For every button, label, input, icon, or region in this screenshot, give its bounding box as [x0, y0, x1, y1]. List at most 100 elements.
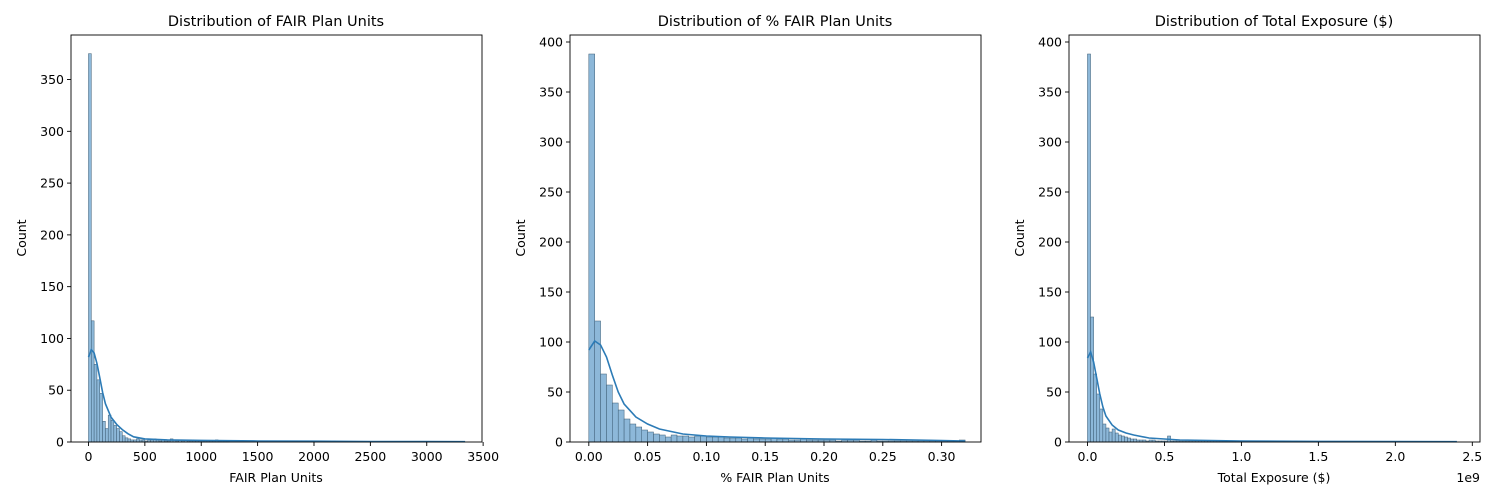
histogram-bar — [1130, 438, 1134, 443]
kde-line — [87, 348, 466, 443]
y-tick-label: 150 — [1038, 285, 1062, 300]
histogram-bar — [1114, 432, 1119, 443]
x-tick-label: 0.00 — [575, 449, 603, 464]
panel-pct-fair-plan-units: Distribution of % FAIR Plan Units % FAIR… — [513, 14, 982, 485]
y-tick-label: 250 — [40, 176, 64, 191]
histogram-bar — [676, 435, 684, 443]
x-tick-label: 0.0 — [1078, 449, 1098, 464]
axes-frame — [1068, 34, 1481, 443]
histogram-bar — [1102, 423, 1107, 443]
histogram-bar — [623, 418, 631, 443]
panel-total-exposure: Distribution of Total Exposure ($) Total… — [1012, 14, 1482, 485]
histogram-bar — [688, 436, 695, 443]
histogram-bar — [753, 438, 760, 443]
y-tick-label: 200 — [539, 235, 563, 250]
x-tick-label: 3500 — [467, 449, 499, 464]
histogram-bar — [717, 436, 725, 443]
histogram-bar — [641, 429, 648, 443]
x-tick-label: 500 — [133, 449, 157, 464]
x-tick-label: 0.25 — [869, 449, 897, 464]
y-tick-label: 100 — [539, 335, 563, 350]
histogram-bar — [653, 433, 660, 443]
histogram-bar — [1087, 53, 1091, 443]
histogram-bar — [617, 409, 625, 443]
plot-area: 0 500 1000 1500 2000 2500 3000 3500 0 50 100 150 200… — [40, 34, 499, 464]
histogram-bar — [122, 435, 126, 443]
chart-title: Distribution of FAIR Plan Units — [168, 14, 384, 30]
histogram-bar — [124, 437, 129, 443]
chart-title: Distribution of % FAIR Plan Units — [658, 14, 893, 30]
x-tick-label: 2.5 — [1462, 449, 1482, 464]
histogram-bar — [1099, 408, 1104, 443]
histogram-bar — [110, 420, 115, 443]
histogram-bar — [119, 431, 123, 443]
x-tick-label: 1.5 — [1308, 449, 1328, 464]
histogram-bar — [1111, 428, 1116, 443]
y-axis-label: Count — [14, 219, 29, 256]
histogram-bar — [99, 393, 103, 443]
y-axis-label: Count — [513, 219, 528, 256]
y-tick-label: 0 — [56, 435, 64, 450]
y-tick-label: 50 — [1046, 385, 1062, 400]
x-tick-label: 0.05 — [634, 449, 662, 464]
x-tick-label: 0.10 — [692, 449, 720, 464]
y-tick-label: 400 — [1038, 35, 1062, 50]
y-axis-label: Count — [1012, 219, 1027, 256]
histogram-bar — [1133, 438, 1137, 443]
y-tick-label: 250 — [539, 185, 563, 200]
histogram-bar — [735, 437, 742, 443]
histogram-bar — [588, 53, 595, 443]
histogram-bar — [116, 428, 120, 443]
histogram-bar — [782, 438, 789, 443]
histogram-bar — [1121, 435, 1125, 443]
histogram-bar — [665, 436, 672, 443]
y-tick-label: 350 — [1038, 85, 1062, 100]
histogram-bar — [694, 435, 701, 443]
axes-frame — [70, 34, 483, 443]
x-tick-label: 0.5 — [1154, 449, 1174, 464]
histogram-bar — [93, 364, 98, 443]
histogram-bar — [1096, 393, 1101, 443]
histogram-bar — [612, 402, 619, 443]
histogram-bar — [759, 438, 766, 443]
y-tick-label: 100 — [40, 331, 64, 346]
y-tick-label: 200 — [1038, 235, 1062, 250]
x-tick-label: 2500 — [354, 449, 386, 464]
x-tick-label: 2.0 — [1385, 449, 1405, 464]
histogram-bar — [776, 438, 784, 443]
histogram-bar — [1090, 316, 1094, 443]
histogram-bar — [606, 384, 613, 443]
histogram-bar — [706, 436, 713, 443]
kde-line — [1086, 349, 1457, 443]
x-tick-label: 1.0 — [1231, 449, 1251, 464]
plot-area: 0.0 0.5 1.0 1.5 2.0 2.5 0 50 100 150 200 250 300 350 4… — [1038, 35, 1482, 465]
y-tick-label: 300 — [40, 124, 64, 139]
x-tick-label: 0.15 — [751, 449, 779, 464]
histogram-bar — [1127, 437, 1131, 443]
y-tick-label: 0 — [555, 435, 563, 450]
histogram-bar — [1108, 431, 1113, 443]
x-tick-label: 2000 — [298, 449, 330, 464]
histogram-bar — [659, 434, 666, 443]
histogram-bar — [670, 434, 678, 443]
y-tick-label: 0 — [1054, 435, 1062, 450]
histogram-bar — [1105, 427, 1110, 443]
y-tick-label: 300 — [539, 135, 563, 150]
y-tick-label: 50 — [547, 385, 563, 400]
kde-line — [588, 339, 966, 442]
x-tick-label: 0.30 — [928, 449, 956, 464]
y-tick-label: 150 — [539, 285, 563, 300]
histogram-bar — [747, 437, 754, 443]
panel-fair-plan-units: Distribution of FAIR Plan Units FAIR Pla… — [14, 14, 499, 485]
histogram-bar — [764, 438, 772, 443]
histogram-bar — [88, 53, 92, 443]
histogram-bar — [741, 438, 748, 443]
y-tick-label: 100 — [1038, 335, 1062, 350]
y-tick-label: 300 — [1038, 135, 1062, 150]
histogram-bar — [594, 320, 601, 443]
y-tick-label: 350 — [40, 72, 64, 87]
x-axis-label: Total Exposure ($) — [1217, 470, 1331, 485]
histogram-bar — [1118, 434, 1122, 443]
histogram-bar — [729, 437, 737, 443]
histogram-bar — [96, 379, 101, 443]
